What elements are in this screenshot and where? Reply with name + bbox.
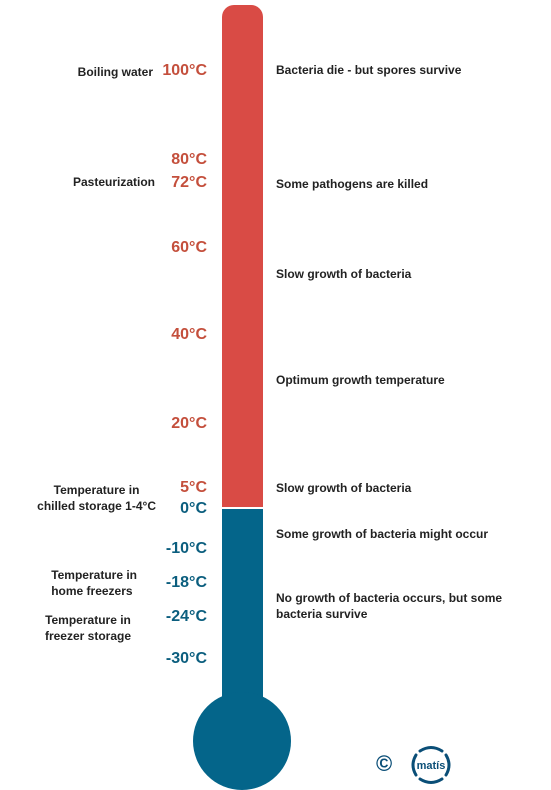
logo-text: matís [417,760,446,772]
desc-100: Bacteria die - but spores survive [276,63,462,77]
desc-0: Some growth of bacteria might occur [276,527,489,541]
label-chilled-line-2: chilled storage 1-4°C [37,499,156,513]
temp-20: 20°C [171,415,207,432]
desc-60: Slow growth of bacteria [276,267,412,281]
label-freezer-line-2: freezer storage [44,629,131,643]
temp-80: 80°C [171,151,207,168]
temp-5: 5°C [180,479,207,496]
thermometer-hot-section [222,5,263,507]
label-home-line-1: Temperature in [51,568,137,582]
label-home-line-2: home freezers [51,584,133,598]
temp-0: 0°C [180,500,207,517]
temp-60: 60°C [171,239,207,256]
temp-40: 40°C [171,326,207,343]
label-chilled-line-1: Temperature in [53,483,140,497]
desc-minus-18: No growth of bacteria occurs, but some b… [276,591,503,621]
label-chilled-storage: Temperature in chilled storage 1-4°C [37,482,156,514]
thermometer-bulb [193,692,291,790]
temp-100: 100°C [162,62,207,79]
label-freezer-storage: Temperature in freezer storage [45,612,131,644]
temp-minus-30: -30°C [165,650,207,667]
temp-minus-24: -24°C [165,608,207,625]
desc-40: Optimum growth temperature [276,373,445,387]
matis-logo: matís [408,745,454,785]
label-freezer-line-1: Temperature in [45,613,131,627]
label-home-freezers: Temperature in home freezers [51,567,137,599]
temp-minus-10: -10°C [165,540,207,557]
desc-5: Slow growth of bacteria [276,481,412,495]
desc-72: Some pathogens are killed [276,177,429,191]
label-boiling-water: Boiling water [77,65,153,79]
temp-72: 72°C [171,174,207,191]
matis-logo-icon: matís [411,746,451,784]
copyright-symbol: © [376,751,393,776]
label-pasteurization: Pasteurization [72,175,155,189]
temp-minus-18: -18°C [165,574,207,591]
